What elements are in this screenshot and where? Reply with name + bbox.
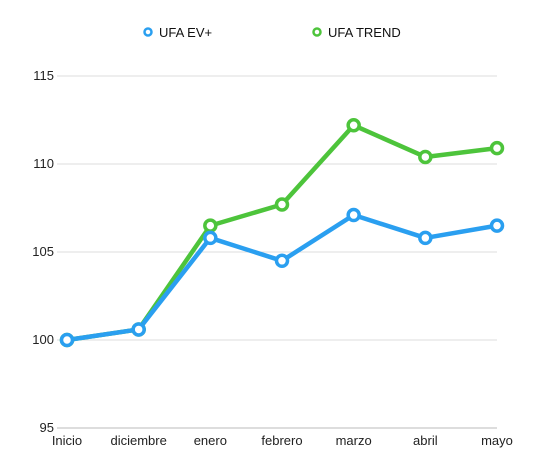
y-tick-label: 95 xyxy=(40,420,54,435)
y-tick-label: 105 xyxy=(32,244,54,259)
legend-item-ufa-trend: UFA TREND xyxy=(312,25,401,40)
legend-item-ufa-ev: UFA EV+ xyxy=(143,25,212,40)
y-tick-label: 110 xyxy=(33,156,54,171)
data-point-ufa-ev xyxy=(274,253,290,269)
y-tick-label: 100 xyxy=(32,332,54,347)
y-axis: 95 100 105 110 115 xyxy=(32,68,54,435)
x-tick-label: mayo xyxy=(481,433,513,448)
legend-marker-ufa-trend xyxy=(312,27,322,37)
data-point-ufa-ev xyxy=(489,218,505,233)
y-tick-label: 115 xyxy=(33,68,54,83)
legend-marker-ufa-ev xyxy=(143,27,153,37)
x-tick-label: abril xyxy=(413,433,438,448)
data-point-ufa-ev xyxy=(346,207,361,223)
x-tick-label: marzo xyxy=(336,433,372,448)
data-point-ufa-trend xyxy=(418,149,433,165)
data-point-ufa-trend xyxy=(346,118,361,133)
legend: UFA EV+ UFA TREND xyxy=(143,25,401,40)
data-point-ufa-ev xyxy=(131,322,146,337)
x-tick-label: Inicio xyxy=(52,433,82,448)
legend-label-ufa-ev: UFA EV+ xyxy=(159,25,212,40)
data-point-ufa-ev xyxy=(418,230,433,246)
x-axis: Inicio diciembre enero febrero marzo abril may… xyxy=(52,427,513,448)
x-tick-label: enero xyxy=(194,433,227,448)
x-tick-label: diciembre xyxy=(110,433,166,448)
data-point-ufa-ev xyxy=(59,332,75,348)
data-point-ufa-trend xyxy=(489,140,505,156)
data-point-ufa-ev xyxy=(203,230,218,246)
data-point-ufa-trend xyxy=(203,218,218,233)
legend-label-ufa-trend: UFA TREND xyxy=(328,25,401,40)
x-tick-label: febrero xyxy=(261,433,302,448)
grid-lines xyxy=(57,75,497,429)
series-group xyxy=(59,118,505,348)
data-point-ufa-trend xyxy=(274,197,290,212)
series-line-ufa-ev xyxy=(64,212,500,343)
